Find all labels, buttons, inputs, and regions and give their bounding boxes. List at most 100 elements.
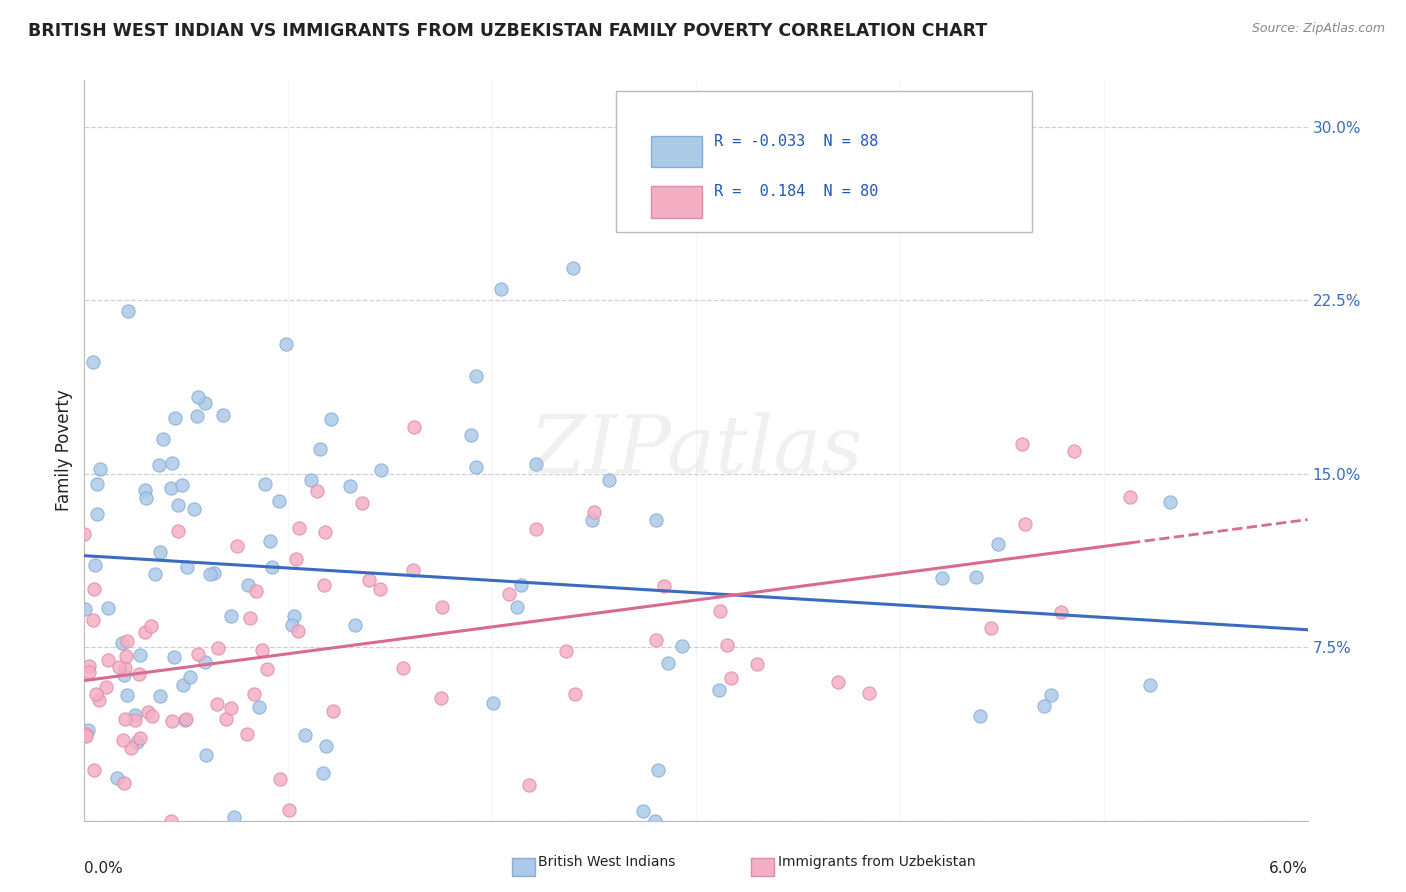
Point [205, 697, 228, 711]
Point [987, 537, 1010, 551]
Point [312, 766, 335, 780]
Point [160, 456, 183, 470]
Point [460, 427, 482, 442]
Point [111, 636, 134, 650]
Point [359, 573, 381, 587]
Point [657, 656, 679, 670]
Point [1040, 688, 1063, 702]
Point [644, 814, 666, 828]
Point [370, 463, 392, 477]
Point [207, 641, 229, 656]
Point [86, 507, 108, 521]
Point [108, 660, 131, 674]
Point [114, 661, 136, 675]
Text: Source: ZipAtlas.com: Source: ZipAtlas.com [1251, 22, 1385, 36]
Text: BRITISH WEST INDIAN VS IMMIGRANTS FROM UZBEKISTAN FAMILY POVERTY CORRELATION CHA: BRITISH WEST INDIAN VS IMMIGRANTS FROM U… [28, 22, 987, 40]
Point [245, 584, 267, 599]
Point [980, 621, 1002, 635]
Point [86, 477, 108, 491]
Point [671, 639, 693, 653]
Point [117, 304, 139, 318]
Y-axis label: Family Poverty: Family Poverty [55, 390, 73, 511]
Point [124, 708, 146, 723]
Point [219, 700, 242, 714]
Point [526, 457, 548, 471]
Point [368, 582, 391, 596]
Point [581, 513, 603, 527]
Point [321, 705, 343, 719]
Point [464, 460, 486, 475]
Point [654, 580, 676, 594]
Point [183, 502, 205, 516]
Point [707, 682, 730, 697]
Point [194, 395, 217, 409]
Point [238, 578, 260, 592]
Point [350, 496, 373, 510]
Point [277, 803, 299, 817]
Point [1011, 437, 1033, 451]
Point [176, 560, 198, 574]
Point [506, 599, 529, 614]
Point [194, 748, 217, 763]
Point [163, 411, 186, 425]
Point [564, 687, 586, 701]
Point [969, 709, 991, 723]
Text: British West Indians: British West Indians [538, 855, 676, 869]
Point [280, 618, 302, 632]
Point [83, 763, 105, 777]
Point [343, 618, 366, 632]
Point [82, 355, 104, 369]
Text: R = -0.033  N = 88: R = -0.033 N = 88 [714, 134, 879, 149]
Point [716, 638, 738, 652]
Point [179, 670, 201, 684]
Point [645, 632, 668, 647]
Point [647, 763, 669, 777]
Point [305, 483, 328, 498]
Point [129, 731, 152, 746]
Point [215, 712, 238, 726]
Point [163, 650, 186, 665]
Point [260, 560, 283, 574]
Point [430, 691, 453, 706]
Point [115, 633, 138, 648]
Point [1050, 605, 1073, 619]
Point [186, 409, 208, 424]
Point [288, 520, 311, 534]
Point [79, 665, 101, 679]
Point [172, 477, 194, 491]
Point [77, 658, 100, 673]
Point [73, 526, 96, 541]
Point [187, 390, 209, 404]
Point [1119, 490, 1142, 504]
Point [402, 563, 425, 577]
Point [267, 493, 290, 508]
Point [509, 578, 531, 592]
Point [858, 686, 880, 700]
Point [166, 524, 188, 538]
FancyBboxPatch shape [651, 186, 702, 218]
Point [284, 551, 307, 566]
Text: R =  0.184  N = 80: R = 0.184 N = 80 [714, 184, 879, 199]
Text: 6.0%: 6.0% [1268, 862, 1308, 876]
Point [148, 458, 170, 472]
Point [709, 604, 731, 618]
Point [75, 727, 97, 741]
Point [720, 672, 742, 686]
Point [225, 539, 247, 553]
Point [312, 578, 335, 592]
Point [299, 473, 322, 487]
Point [432, 599, 454, 614]
Point [139, 619, 162, 633]
Point [309, 442, 332, 456]
Point [269, 772, 291, 786]
Point [256, 662, 278, 676]
Point [583, 505, 606, 519]
Point [392, 661, 415, 675]
Point [152, 432, 174, 446]
Point [314, 524, 336, 539]
Point [167, 498, 190, 512]
Point [128, 666, 150, 681]
Point [1063, 444, 1085, 458]
Point [253, 476, 276, 491]
Point [75, 729, 97, 743]
